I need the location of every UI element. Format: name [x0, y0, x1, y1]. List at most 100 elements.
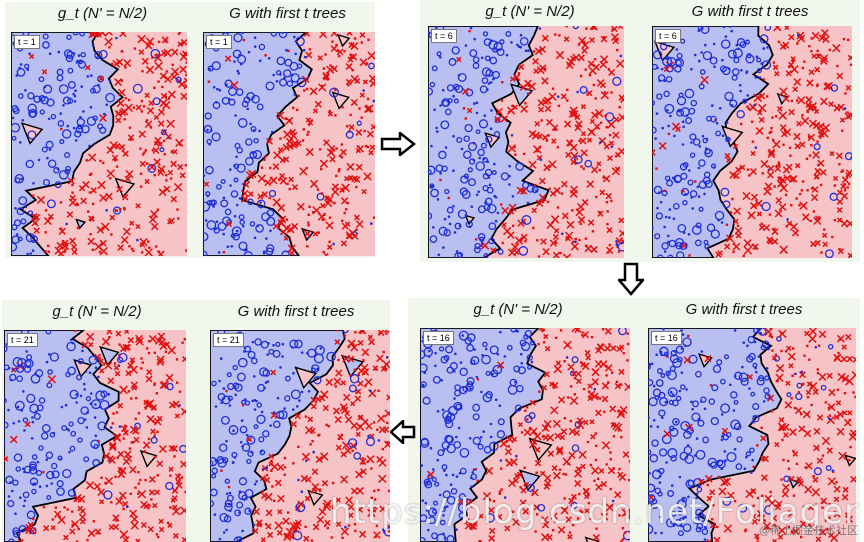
red-dot-point	[155, 392, 158, 395]
red-cross-point	[303, 535, 310, 542]
blue-circle-point	[485, 370, 491, 376]
blue-dot-point	[293, 35, 296, 39]
red-cross-point	[301, 452, 311, 461]
blue-circle-point	[669, 427, 679, 437]
blue-circle-point	[203, 232, 209, 242]
blue-dot-point	[739, 89, 742, 93]
blue-circle-point	[64, 168, 71, 175]
red-dot-point	[145, 119, 149, 122]
blue-circle-point	[383, 527, 390, 537]
red-cross-point	[118, 491, 127, 500]
blue-circle-point	[738, 372, 749, 382]
red-dot-point	[511, 224, 515, 227]
red-dot-point	[605, 463, 608, 466]
red-cross-point	[819, 528, 827, 536]
red-dot-point	[115, 411, 119, 414]
blue-dot-point	[73, 94, 77, 98]
red-dot-point	[328, 216, 332, 219]
blue-dot-point	[748, 387, 751, 390]
red-dot-point	[90, 172, 93, 175]
red-dot-point	[790, 99, 794, 103]
blue-dot-point	[452, 94, 455, 98]
red-dot-point	[153, 434, 156, 437]
red-cross-point	[154, 136, 162, 145]
blue-dot-point	[332, 242, 335, 246]
blue-circle-point	[30, 373, 41, 384]
blue-dot-point	[659, 515, 662, 519]
red-dot-point	[594, 432, 597, 435]
blue-dot-point	[20, 177, 23, 181]
red-cross-point	[273, 151, 282, 160]
blue-circle-point	[671, 511, 677, 517]
blue-circle-point	[458, 512, 466, 519]
blue-dot-point	[671, 393, 675, 396]
red-dot-point	[620, 540, 623, 542]
red-dot-point	[64, 248, 67, 251]
red-dot-point	[520, 431, 524, 434]
red-cross-point	[347, 512, 354, 519]
blue-circle-point	[439, 519, 446, 526]
red-dot-point	[688, 254, 691, 257]
red-cross-point	[314, 100, 322, 108]
blue-circle-point	[4, 421, 9, 429]
red-cross-point	[570, 158, 577, 166]
blue-circle-point	[220, 415, 230, 425]
blue-circle-point	[103, 490, 113, 500]
red-cross-point	[70, 243, 78, 251]
red-cross-point	[789, 428, 797, 437]
red-cross-point	[138, 130, 146, 138]
red-dot-point	[780, 478, 783, 481]
blue-circle-point	[429, 81, 436, 88]
blue-circle-point	[764, 393, 771, 400]
red-dot-point	[386, 441, 389, 444]
red-cross-point	[364, 378, 373, 387]
blue-dot-point	[470, 476, 473, 479]
blue-dot-point	[449, 483, 453, 486]
red-cross-point	[140, 521, 147, 528]
blue-circle-point	[475, 129, 481, 135]
red-cross-point	[350, 343, 359, 352]
red-dot-point	[353, 37, 357, 40]
red-cross-point	[346, 162, 355, 171]
blue-circle-point	[95, 390, 106, 401]
red-dot-point	[811, 187, 814, 190]
red-cross-point	[88, 153, 97, 162]
red-cross-point	[652, 149, 656, 156]
red-cross-point	[821, 436, 831, 446]
red-cross-point	[833, 485, 841, 493]
blue-dot-point	[755, 370, 758, 374]
red-dot-point	[756, 444, 759, 447]
red-dot-point	[297, 445, 300, 448]
blue-dot-point	[668, 216, 671, 219]
red-cross-point	[106, 169, 115, 178]
red-dot-point	[163, 139, 166, 143]
blue-dot-point	[19, 63, 23, 66]
blue-dot-point	[428, 349, 431, 353]
blue-circle-point	[75, 125, 84, 134]
red-cross-point	[552, 233, 559, 241]
red-dot-point	[589, 517, 592, 520]
red-dot-point	[157, 40, 161, 44]
red-cross-point	[325, 65, 335, 74]
blue-dot-point	[370, 222, 373, 225]
blue-circle-point	[97, 75, 104, 83]
red-dot-point	[318, 488, 321, 491]
blue-dot-point	[136, 238, 139, 242]
red-cross-point	[305, 476, 312, 483]
red-cross-point	[823, 82, 831, 91]
red-cross-point	[523, 428, 532, 437]
blue-circle-point	[345, 130, 354, 139]
red-dot-point	[133, 47, 137, 50]
red-cross-point	[341, 183, 350, 193]
red-dot-point	[474, 238, 478, 241]
red-cross-point	[850, 475, 856, 483]
scatter-canvas	[420, 328, 630, 542]
red-cross-point	[252, 507, 261, 516]
red-dot-point	[373, 498, 377, 501]
red-dot-point	[606, 210, 609, 213]
red-cross-point	[577, 36, 587, 45]
red-dot-point	[711, 518, 714, 521]
panel-group-t21: g_t (N' = N/2) G with first t trees t = …	[2, 300, 390, 542]
red-cross-point	[789, 222, 798, 231]
blue-circle-point	[723, 354, 730, 360]
